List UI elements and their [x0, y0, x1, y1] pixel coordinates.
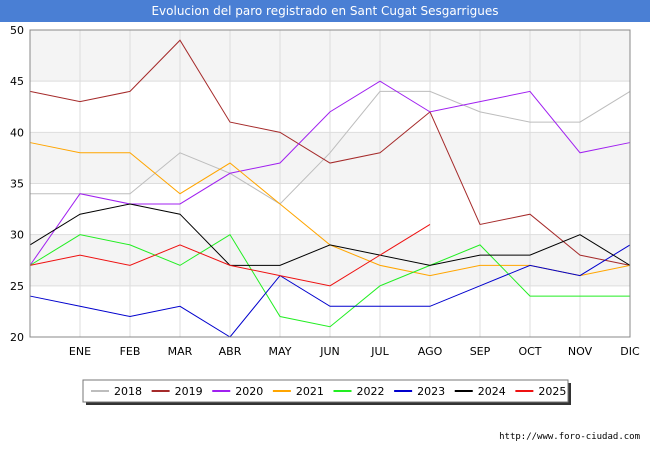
x-tick-label: OCT — [518, 345, 541, 358]
legend: 2018 2019 2020 2021 2022 2023 2024 2025 — [82, 379, 571, 405]
series-line-2023 — [29, 244, 631, 338]
chart-title: Evolucion del paro registrado en Sant Cu… — [0, 0, 650, 22]
legend-label-2020: 2020 — [235, 385, 263, 398]
y-tick-label: 35 — [10, 178, 24, 191]
series-line-2024 — [29, 203, 631, 266]
x-tick-label: FEB — [120, 345, 141, 358]
x-tick-label: JUN — [319, 345, 340, 358]
legend-label-2018: 2018 — [114, 385, 142, 398]
y-tick-label: 45 — [10, 75, 24, 88]
x-axis-ticks: ENE FEB MAR ABR MAY JUN JUL AGO SEP OCT NOV DIC — [69, 345, 640, 358]
series-line-2019 — [29, 39, 631, 266]
x-tick-label: ABR — [219, 345, 242, 358]
legend-label-2023: 2023 — [417, 385, 445, 398]
plot-frame — [29, 29, 631, 338]
legend-label-2019: 2019 — [175, 385, 203, 398]
source-url[interactable]: http://www.foro-ciudad.com — [499, 432, 640, 442]
x-tick-label: AGO — [418, 345, 443, 358]
series-line-2025 — [29, 224, 431, 287]
y-axis-ticks: 20 25 30 35 40 45 50 — [10, 24, 24, 344]
x-tick-label: SEP — [470, 345, 491, 358]
legend-label-2021: 2021 — [296, 385, 324, 398]
x-tick-label: MAR — [168, 345, 193, 358]
x-tick-label: DIC — [620, 345, 640, 358]
y-tick-label: 25 — [10, 280, 24, 293]
series-line-2022 — [29, 233, 630, 328]
y-tick-label: 40 — [10, 126, 24, 139]
x-tick-label: ENE — [69, 345, 91, 358]
y-tick-label: 50 — [10, 24, 24, 37]
legend-box — [82, 379, 569, 403]
legend-label-2022: 2022 — [357, 385, 385, 398]
legend-label-2024: 2024 — [478, 385, 506, 398]
x-tick-label: NOV — [568, 345, 593, 358]
series-lines — [29, 39, 631, 338]
legend-label-2025: 2025 — [538, 385, 566, 398]
y-tick-label: 20 — [10, 331, 24, 344]
y-tick-label: 30 — [10, 229, 24, 242]
series-line-2018 — [30, 90, 631, 205]
x-tick-label: MAY — [269, 345, 292, 358]
x-tick-label: JUL — [370, 345, 389, 358]
